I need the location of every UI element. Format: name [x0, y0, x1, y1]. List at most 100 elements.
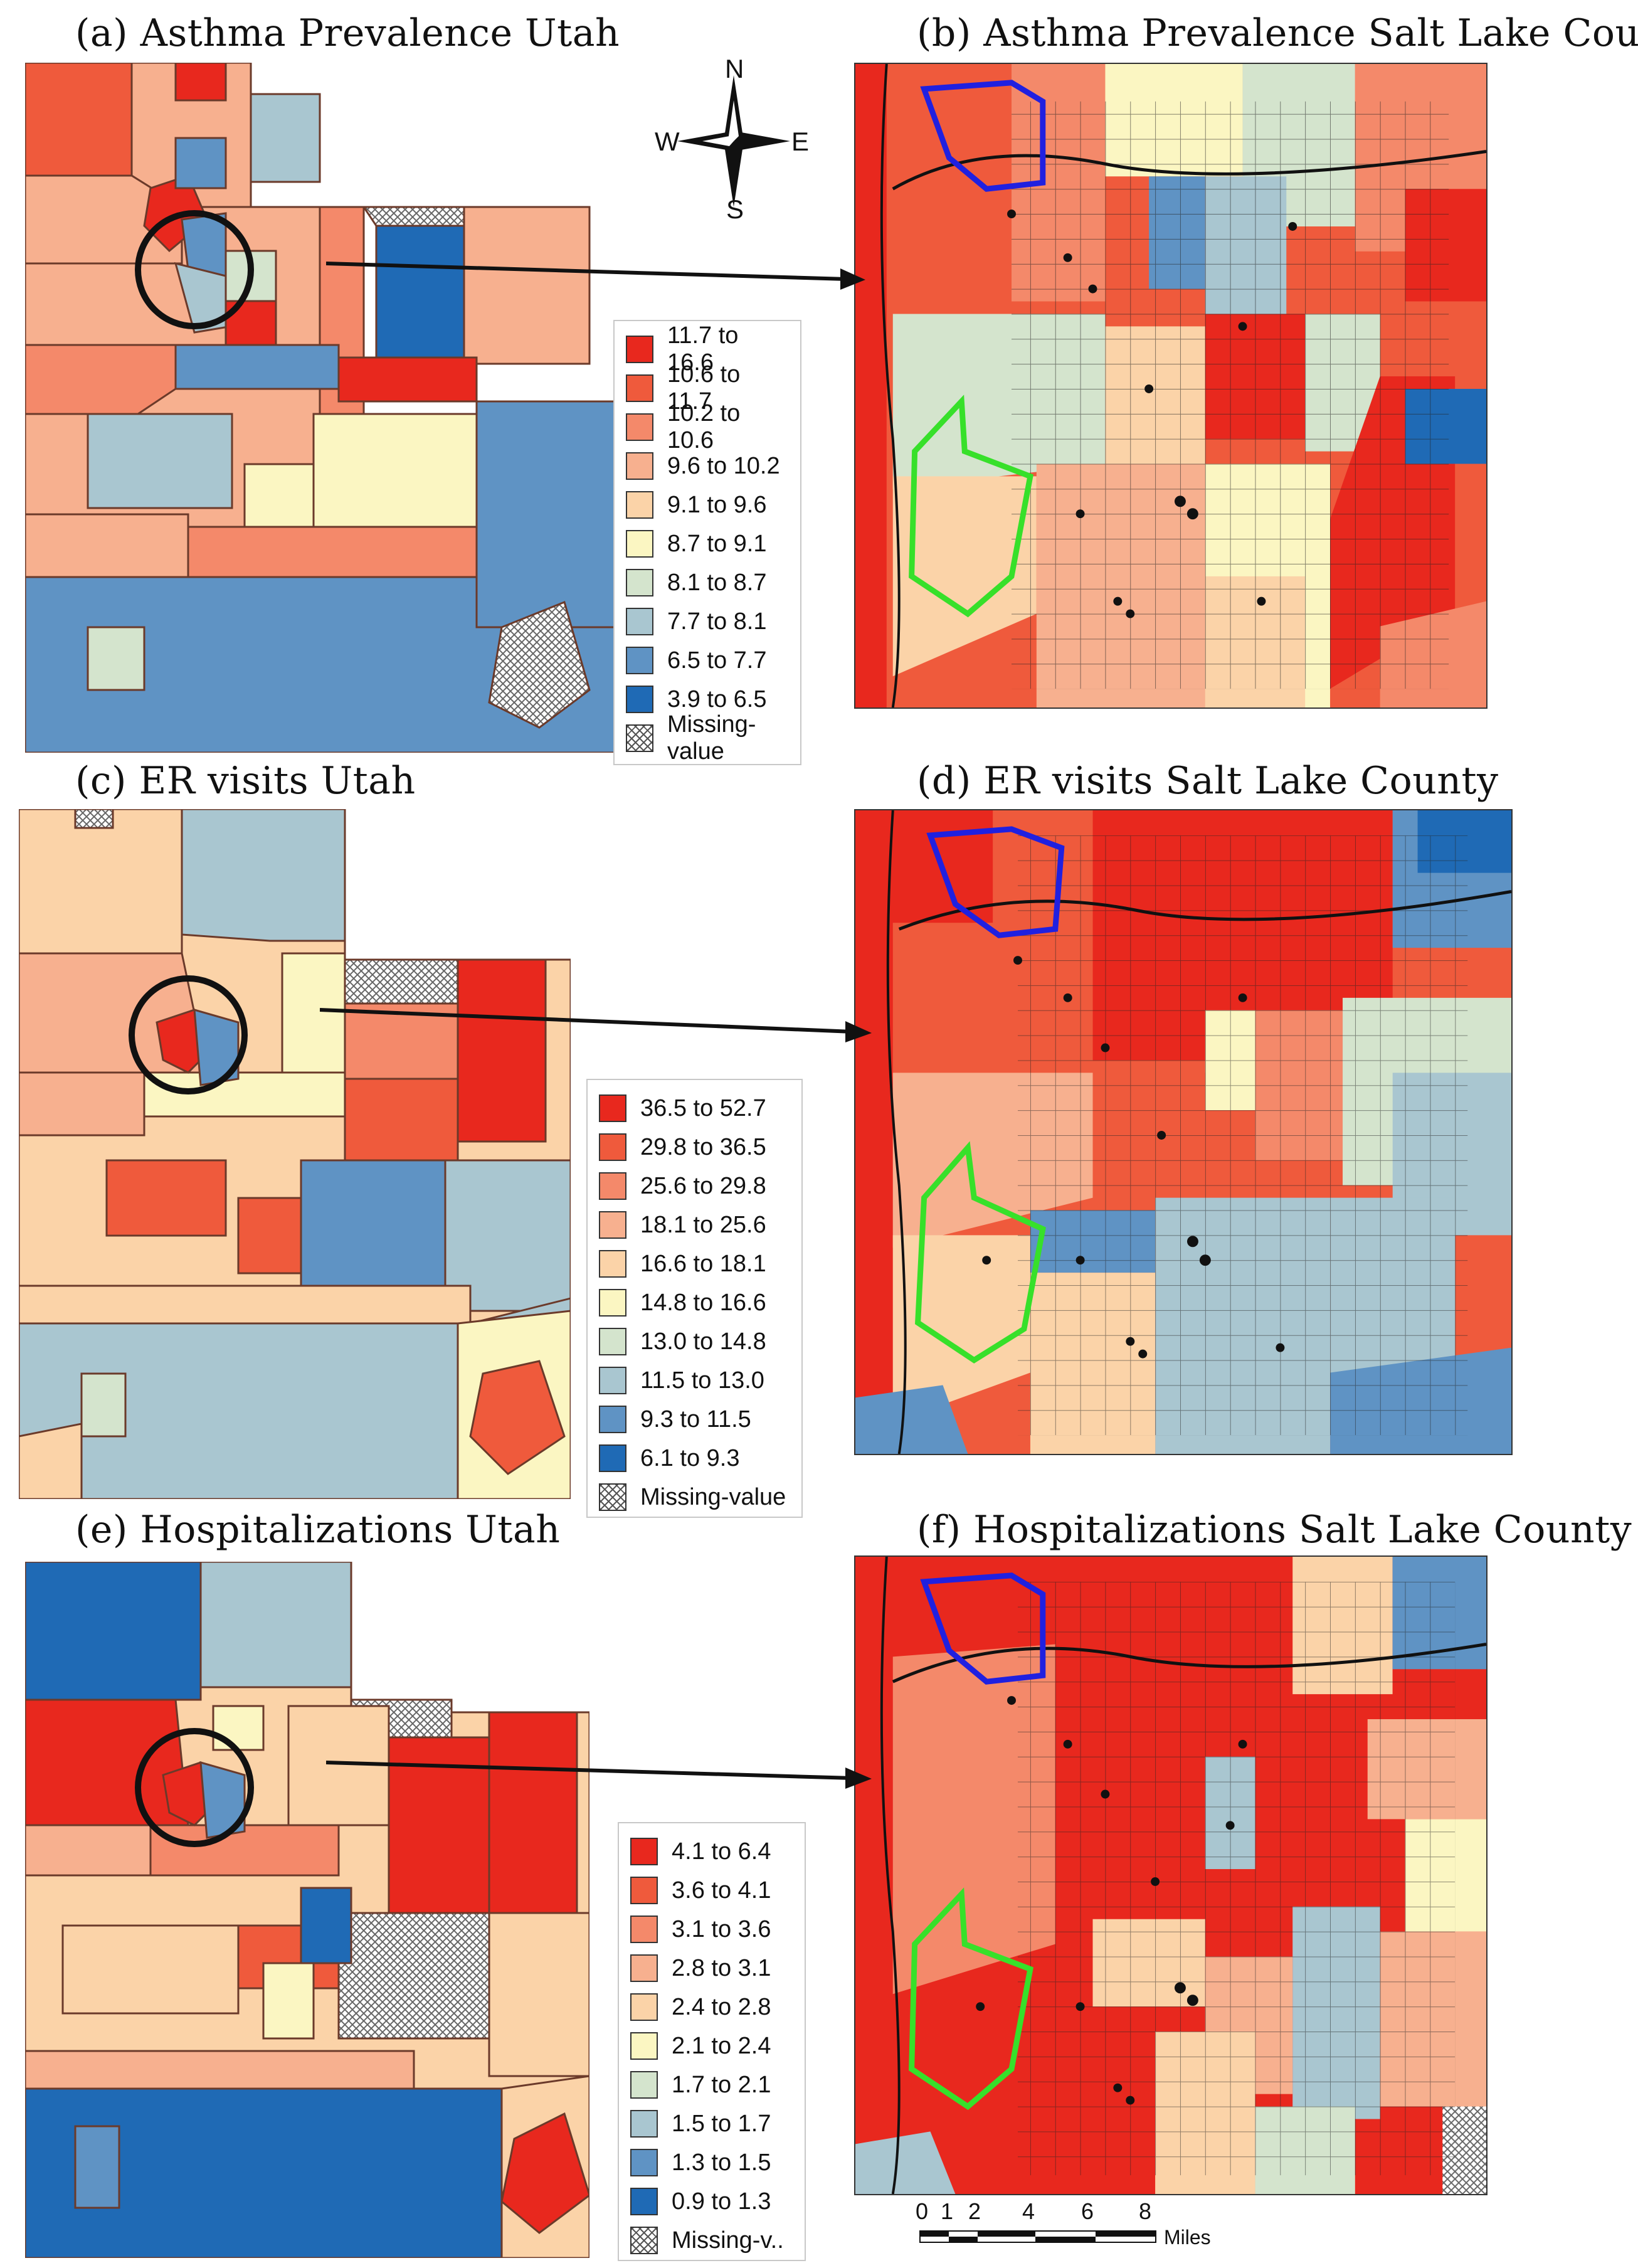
legend-label: 0.9 to 1.3 [672, 2188, 771, 2215]
compass-n-label: N [725, 54, 744, 83]
legend-swatch [626, 413, 653, 441]
scale-tick-2: 2 [968, 2198, 981, 2224]
legend-swatch [630, 2149, 658, 2176]
legend-swatch [630, 2110, 658, 2138]
legend-label: 3.1 to 3.6 [672, 1916, 771, 1942]
zoom-arrow-icon [326, 262, 865, 290]
panel-title-c: (c) ER visits Utah [75, 759, 416, 803]
legend-row: 6.5 to 7.7 [626, 641, 789, 680]
compass-rose-icon: N S W E [655, 54, 809, 224]
legend-swatch [599, 1406, 626, 1433]
scale-bar: 0 1 2 4 6 8 Miles [916, 2198, 1254, 2261]
scale-tick-1: 1 [941, 2198, 954, 2224]
zoom-arrow-icon [320, 1008, 872, 1042]
legend-swatch [599, 1211, 626, 1239]
panel-title-d: (d) ER visits Salt Lake County [917, 759, 1499, 803]
county-map-asthma [854, 63, 1487, 709]
legend-swatch [599, 1328, 626, 1355]
utah-map-hospitalizations [25, 1562, 589, 2258]
scale-tick-0: 0 [916, 2198, 929, 2224]
legend-row: 1.3 to 1.5 [630, 2143, 793, 2182]
legend-row: 3.9 to 6.5 [626, 680, 789, 719]
legend-row: Missing-v.. [630, 2221, 793, 2260]
legend-row: 14.8 to 16.6 [599, 1283, 790, 1322]
utah-map-asthma [25, 63, 615, 753]
county-map-hospitalizations [854, 1555, 1487, 2195]
legend-row: 4.1 to 6.4 [630, 1832, 793, 1871]
panel-title-a: (a) Asthma Prevalence Utah [75, 11, 620, 55]
legend-label: 18.1 to 25.6 [640, 1211, 766, 1238]
compass-w-label: W [655, 127, 680, 156]
legend-label: 8.7 to 9.1 [667, 530, 767, 557]
legend-row: 2.4 to 2.8 [630, 1988, 793, 2027]
legend-swatch [626, 569, 653, 596]
legend-row: 25.6 to 29.8 [599, 1167, 790, 1206]
legend-label: 13.0 to 14.8 [640, 1328, 766, 1355]
legend-swatch [599, 1172, 626, 1200]
compass-star-icon [677, 75, 790, 207]
legend-row: 9.3 to 11.5 [599, 1400, 790, 1439]
legend-swatch [626, 530, 653, 558]
legend-row: 9.1 to 9.6 [626, 485, 789, 524]
legend-row: 2.8 to 3.1 [630, 1949, 793, 1988]
legend-row: 3.6 to 4.1 [630, 1871, 793, 1910]
legend-label-missing: Missing-v.. [672, 2227, 784, 2254]
legend-row: 10.6 to 11.7 [626, 361, 789, 415]
legend-label: 14.8 to 16.6 [640, 1289, 766, 1316]
legend-swatch-missing [626, 724, 653, 752]
legend-swatch-missing [630, 2227, 658, 2254]
legend-label: 2.4 to 2.8 [672, 1993, 771, 2020]
legend-label: 29.8 to 36.5 [640, 1133, 766, 1160]
legend-label: 6.5 to 7.7 [667, 647, 767, 674]
legend-swatch-missing [599, 1483, 626, 1511]
legend-swatch [630, 2188, 658, 2215]
legend-row: 2.1 to 2.4 [630, 2027, 793, 2065]
legend-label: 2.1 to 2.4 [672, 2032, 771, 2059]
legend-row: 1.7 to 2.1 [630, 2065, 793, 2104]
legend-row: Missing-value [599, 1478, 790, 1517]
legend-label: 10.6 to 11.7 [667, 361, 741, 415]
legend-row: 36.5 to 52.7 [599, 1089, 790, 1128]
panel-title-e: (e) Hospitalizations Utah [75, 1508, 561, 1552]
legend-label-missing: Missing-value [640, 1483, 786, 1510]
legend-row: Missing-value [626, 711, 789, 765]
legend-row: 18.1 to 25.6 [599, 1206, 790, 1244]
legend-row: 9.6 to 10.2 [626, 447, 789, 485]
legend-swatch [599, 1289, 626, 1317]
legend-swatch [626, 647, 653, 674]
legend-swatch [599, 1444, 626, 1472]
legend-label: 11.7 to 16.6 [667, 322, 739, 376]
legend-label: 6.1 to 9.3 [640, 1444, 740, 1471]
legend-row: 11.5 to 13.0 [599, 1361, 790, 1400]
scale-tick-8: 8 [1139, 2198, 1152, 2224]
legend-label: 9.6 to 10.2 [667, 452, 780, 479]
legend-swatch [626, 491, 653, 519]
legend-swatch [630, 2032, 658, 2060]
legend-swatch [630, 1838, 658, 1865]
scale-tick-4: 4 [1022, 2198, 1035, 2224]
legend-label: 2.8 to 3.1 [672, 1954, 771, 1981]
legend-swatch [599, 1133, 626, 1161]
legend-label: 16.6 to 18.1 [640, 1250, 766, 1277]
legend-label: 8.1 to 8.7 [667, 569, 767, 596]
legend-label: 10.2 to 10.6 [667, 400, 741, 453]
legend-row: 0.9 to 1.3 [630, 2182, 793, 2221]
compass-s-label: S [726, 194, 744, 224]
legend-label: 4.1 to 6.4 [672, 1838, 771, 1865]
legend-hospitalizations: 4.1 to 6.4 3.6 to 4.1 3.1 to 3.6 2.8 to … [618, 1822, 806, 2261]
legend-row: 10.2 to 10.6 [626, 400, 789, 453]
legend-label: 1.5 to 1.7 [672, 2110, 771, 2137]
legend-swatch [626, 452, 653, 480]
legend-label: 11.5 to 13.0 [640, 1367, 764, 1394]
legend-swatch [626, 686, 653, 713]
legend-swatch [630, 2071, 658, 2099]
legend-row: 3.1 to 3.6 [630, 1910, 793, 1949]
legend-swatch [599, 1250, 626, 1278]
legend-row: 11.7 to 16.6 [626, 322, 789, 376]
legend-row: 6.1 to 9.3 [599, 1439, 790, 1478]
legend-swatch [630, 1877, 658, 1904]
legend-swatch [630, 1954, 658, 1982]
panel-title-b: (b) Asthma Prevalence Salt Lake County [917, 11, 1638, 55]
legend-label: 3.9 to 6.5 [667, 686, 767, 713]
scale-tick-6: 6 [1081, 2198, 1094, 2224]
